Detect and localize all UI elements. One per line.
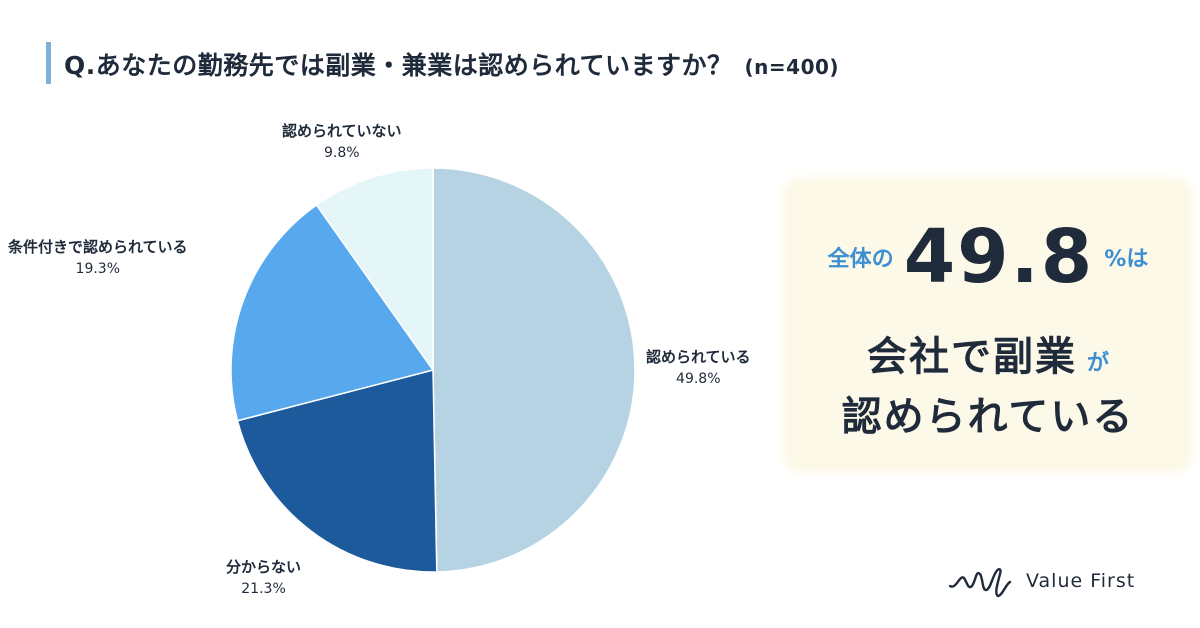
- brand-name: Value First: [1026, 570, 1136, 592]
- callout-line2-particle: が: [1086, 351, 1109, 376]
- pie-slice-allowed: [432, 167, 636, 573]
- slice-label-unknown: 分からない 21.3%: [226, 556, 301, 600]
- slice-label-conditional: 条件付きで認められている 19.3%: [8, 236, 188, 280]
- slice-label-allowed-name: 認められている: [646, 348, 751, 366]
- question-text: Q.あなたの勤務先では副業・兼業は認められていますか？: [64, 51, 733, 80]
- slice-label-not-allowed-value: 9.8%: [323, 145, 360, 161]
- sample-size: (n=400): [744, 55, 840, 79]
- callout-headline: 全体の 49.8 %は: [792, 214, 1184, 300]
- callout-line2-text: 会社で副業: [866, 334, 1077, 380]
- brand-logo: Value First: [948, 560, 1148, 600]
- callout-line3: 認められている: [841, 394, 1135, 440]
- pie-slice-conditional: [230, 203, 435, 422]
- callout-line2: 会社で副業が: [792, 324, 1184, 382]
- title-accent-bar: [46, 42, 51, 84]
- slice-label-allowed: 認められている 49.8%: [646, 346, 751, 390]
- slice-label-not-allowed-name: 認められていない: [282, 122, 402, 140]
- slice-label-conditional-value: 19.3%: [75, 261, 121, 277]
- slice-label-conditional-name: 条件付きで認められている: [8, 238, 188, 256]
- brand-mark-icon: [948, 568, 1012, 598]
- pie-slice-not-allowed: [315, 167, 434, 373]
- callout-suffix: %は: [1104, 247, 1149, 272]
- slice-label-unknown-name: 分からない: [226, 558, 302, 576]
- slice-label-allowed-value: 49.8%: [676, 371, 721, 387]
- slice-label-not-allowed: 認められていない 9.8%: [282, 120, 402, 164]
- chart-title: Q.あなたの勤務先では副業・兼業は認められていますか？ (n=400): [64, 46, 839, 82]
- callout-prefix: 全体の: [827, 247, 894, 272]
- highlight-callout: 全体の 49.8 %は 会社で副業が 認められている: [792, 186, 1184, 464]
- slice-label-unknown-value: 21.3%: [241, 581, 286, 597]
- pie-slice-unknown: [236, 369, 438, 573]
- callout-big-value: 49.8: [903, 214, 1095, 300]
